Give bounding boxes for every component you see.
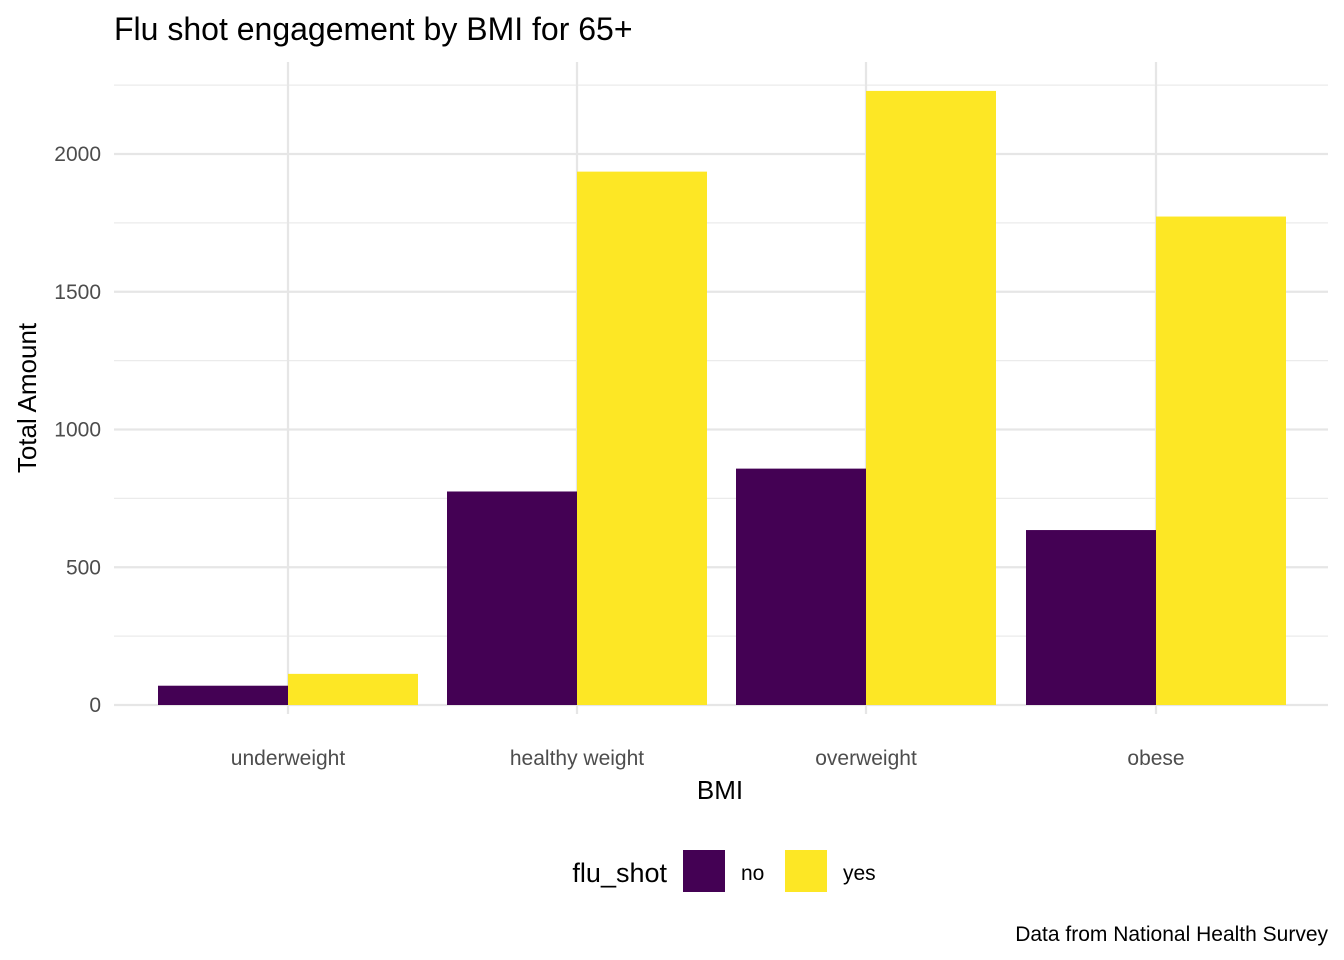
y-tick-label: 1500 (54, 281, 101, 304)
y-tick-label: 0 (89, 694, 101, 717)
y-tick-label: 2000 (54, 143, 101, 166)
bar-no-healthy-weight (447, 491, 577, 705)
bar-no-overweight (736, 468, 866, 705)
y-tick-label: 500 (66, 556, 101, 579)
x-tick-label: overweight (815, 747, 917, 770)
x-tick-labels: underweight healthy weight overweight obese (231, 747, 1185, 770)
legend-title: flu_shot (572, 858, 667, 888)
chart-title: Flu shot engagement by BMI for 65+ (114, 11, 633, 47)
bar-no-obese (1026, 530, 1156, 705)
y-tick-label: 1000 (54, 419, 101, 442)
legend: flu_shot no yes (572, 850, 876, 892)
chart-caption: Data from National Health Survey (1015, 923, 1328, 946)
bar-no-underweight (158, 685, 288, 705)
bar-yes-healthy-weight (577, 171, 707, 705)
x-tick-label: healthy weight (510, 747, 644, 770)
legend-label-no: no (741, 862, 764, 885)
legend-label-yes: yes (843, 862, 876, 885)
x-axis-label: BMI (697, 775, 743, 805)
bar-yes-underweight (288, 673, 418, 705)
y-axis-label: Total Amount (12, 322, 42, 473)
x-tick-label: obese (1127, 747, 1184, 770)
legend-swatch-no (683, 850, 725, 892)
legend-swatch-yes (785, 850, 827, 892)
y-tick-labels: 0 500 1000 1500 2000 (54, 143, 101, 717)
bars (158, 90, 1286, 705)
x-tick-label: underweight (231, 747, 346, 770)
bar-yes-obese (1156, 216, 1286, 705)
bar-yes-overweight (866, 90, 996, 705)
